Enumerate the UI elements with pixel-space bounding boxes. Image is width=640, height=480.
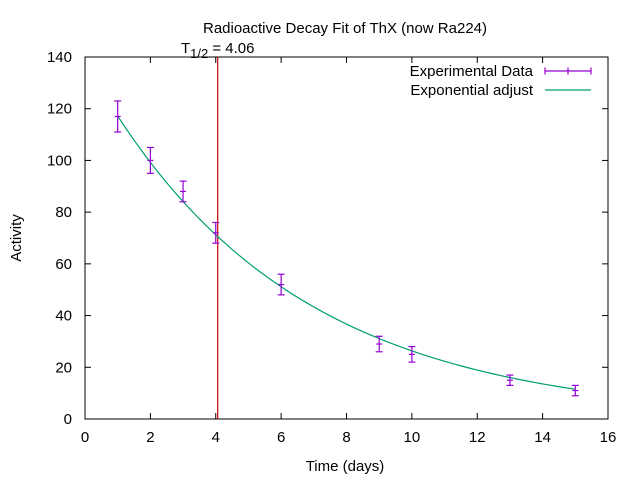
data-point (375, 335, 383, 353)
legend: Experimental Data Exponential adjust (410, 63, 592, 99)
y-tick-label: 0 (64, 411, 72, 428)
x-tick-label: 2 (146, 429, 154, 446)
data-point (506, 374, 514, 386)
data-point (571, 384, 579, 397)
x-tick-label: 16 (600, 429, 617, 446)
y-axis-ticks: 0 20 40 60 80 100 120 140 (47, 49, 608, 428)
experimental-data-points (114, 100, 579, 397)
data-point (146, 146, 154, 174)
x-tick-label: 14 (534, 429, 551, 446)
x-tick-label: 0 (81, 429, 89, 446)
x-tick-label: 4 (212, 429, 220, 446)
y-tick-label: 120 (47, 101, 72, 118)
legend-swatch-experimental (544, 67, 592, 75)
y-tick-label: 140 (47, 49, 72, 66)
half-life-label-main: T (181, 40, 190, 57)
exponential-fit-line (117, 115, 576, 390)
half-life-label: T1/2 = 4.06 (181, 40, 255, 61)
legend-label-fit: Exponential adjust (410, 82, 533, 99)
y-tick-label: 20 (55, 359, 72, 376)
x-tick-label: 6 (277, 429, 285, 446)
data-point (408, 346, 416, 363)
data-point (114, 100, 122, 133)
y-tick-label: 60 (55, 256, 72, 273)
plot-frame (84, 56, 609, 420)
x-tick-label: 10 (404, 429, 421, 446)
chart-title: Radioactive Decay Fit of ThX (now Ra224) (203, 20, 487, 37)
y-axis-label: Activity (8, 214, 25, 262)
data-point (179, 180, 187, 203)
y-tick-label: 100 (47, 152, 72, 169)
data-point (277, 273, 285, 296)
legend-label-experimental: Experimental Data (410, 63, 534, 80)
x-tick-label: 12 (469, 429, 486, 446)
x-axis-ticks: 0 2 4 6 8 10 12 14 16 (81, 57, 617, 446)
data-point (212, 221, 220, 244)
y-tick-label: 40 (55, 308, 72, 325)
y-tick-label: 80 (55, 204, 72, 221)
half-life-label-sub: 1/2 (190, 46, 208, 61)
half-life-label-rest: = 4.06 (208, 40, 254, 57)
x-axis-label: Time (days) (306, 458, 385, 475)
x-tick-label: 8 (342, 429, 350, 446)
